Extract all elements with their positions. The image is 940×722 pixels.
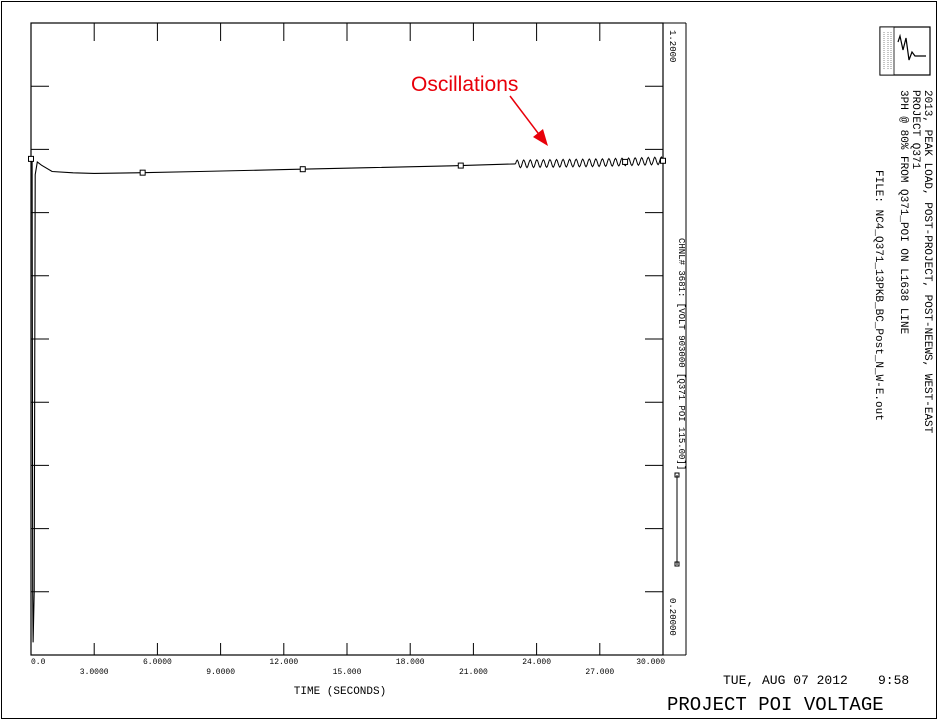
series-markers [28, 155, 666, 176]
x-tick-label: 3.0000 [80, 668, 109, 677]
title-line-1: 2013, PEAK LOAD, POST-PROJECT, POST-NEEW… [921, 90, 933, 434]
x-axis-title: TIME (SECONDS) [294, 686, 386, 698]
x-tick-label: 30.000 [636, 658, 665, 667]
annotation-arrow-head [533, 129, 548, 146]
software-logo [879, 26, 931, 76]
legend-marker-bottom [674, 561, 680, 567]
x-tick-label: 24.000 [522, 658, 551, 667]
series-line-poi-voltage [31, 158, 516, 643]
series-oscillation-segment [515, 156, 664, 169]
title-line-3: 3PH @ 80% FROM Q371_POI ON L1638 LINE [897, 90, 909, 335]
x-tick-label: 15.000 [333, 668, 362, 677]
plot-title: PROJECT POI VOLTAGE [667, 694, 884, 716]
legend-marker-top [674, 472, 680, 478]
series-marker [622, 158, 629, 165]
series-marker [139, 169, 146, 176]
x-tick-label: 12.000 [269, 658, 298, 667]
series-marker [299, 166, 306, 173]
series-marker [457, 162, 464, 169]
channel-label: CHNL# 3681: [VOLT 903000 [Q371 POI 115.0… [676, 238, 686, 470]
time-label: 9:58 [878, 673, 909, 688]
annotation-arrow-line [509, 95, 542, 138]
annotation-oscillations: Oscillations [411, 73, 518, 96]
x-tick-label: 9.0000 [206, 668, 235, 677]
x-tick-label: 18.000 [396, 658, 425, 667]
series-marker [660, 157, 666, 164]
title-line-2: PROJECT Q371 [909, 90, 921, 170]
x-tick-label: 27.000 [585, 668, 614, 677]
plot-area [30, 22, 664, 656]
axis-ticks [31, 23, 663, 655]
x-tick-label: 6.0000 [143, 658, 172, 667]
x-tick-label: 0.0 [31, 658, 46, 667]
date-label: TUE, AUG 07 2012 [723, 673, 848, 688]
y-max-label: 1.2000 [667, 30, 677, 62]
y-min-label: 0.20000 [667, 598, 677, 636]
file-line: FILE: NC4_Q371_13PKB_BC_Post_N_W-E.out [872, 170, 884, 421]
x-tick-label: 21.000 [459, 668, 488, 677]
x-tick-labels: 0.0 3.0000 6.0000 9.0000 12.000 15.000 18.000 2… [31, 658, 665, 677]
series-marker [28, 155, 34, 162]
